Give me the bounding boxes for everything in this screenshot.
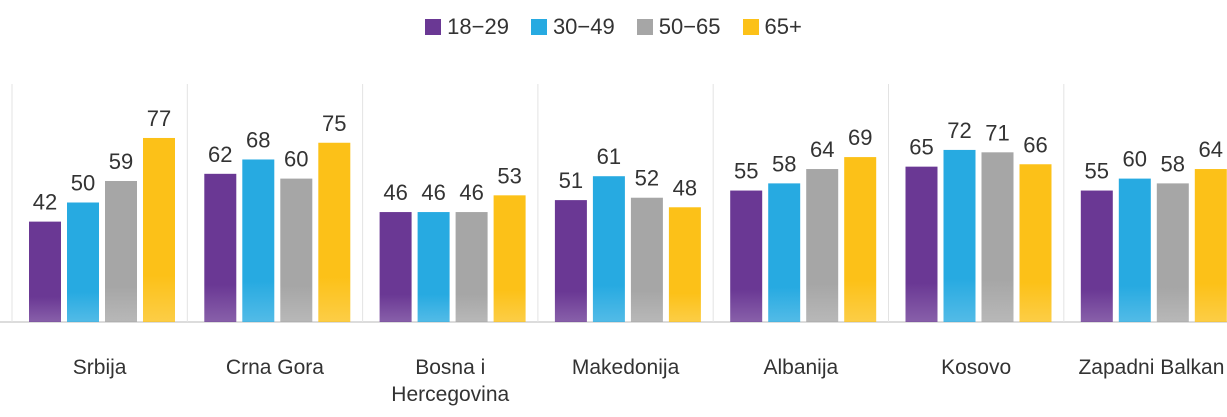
legend-label: 30−49 — [552, 14, 615, 39]
value-label: 61 — [597, 144, 621, 169]
category-label: Zapadni Balkan — [1078, 356, 1225, 379]
bar — [943, 149, 976, 322]
bar — [1118, 178, 1151, 322]
value-label: 51 — [559, 168, 583, 193]
bar — [417, 212, 450, 322]
legend-swatch — [425, 19, 442, 35]
value-label: 65 — [909, 135, 933, 160]
value-label: 58 — [1161, 151, 1185, 176]
value-label: 59 — [109, 149, 133, 174]
category-label: Albanija — [763, 356, 839, 379]
value-label: 64 — [1199, 137, 1223, 162]
legend-label: 18−29 — [447, 14, 509, 39]
value-label: 46 — [459, 180, 483, 205]
bar — [318, 142, 351, 322]
bar — [493, 195, 526, 322]
bar — [768, 183, 801, 322]
value-label: 64 — [810, 137, 834, 162]
legend-item: 30−49 — [530, 14, 615, 40]
category-label: Bosna i Hercegovina — [391, 356, 510, 406]
category-label: Makedonija — [571, 356, 680, 379]
value-label: 68 — [246, 127, 270, 152]
value-label: 52 — [635, 166, 659, 191]
bar — [143, 137, 175, 322]
bar — [905, 166, 938, 322]
bar — [1194, 169, 1227, 322]
bar — [592, 176, 625, 322]
value-label: 69 — [848, 125, 872, 150]
bar — [455, 212, 488, 322]
bar — [204, 173, 237, 322]
bar — [280, 178, 313, 322]
bar — [554, 200, 587, 322]
value-label: 55 — [1085, 159, 1109, 184]
bar — [242, 159, 275, 322]
bar — [1156, 183, 1189, 322]
legend-swatch — [742, 19, 759, 35]
value-label: 50 — [71, 171, 95, 196]
legend-label: 65+ — [764, 14, 802, 39]
bar — [806, 169, 839, 322]
bar — [29, 221, 61, 322]
bar — [1019, 164, 1052, 322]
bar — [1080, 190, 1113, 322]
value-label: 46 — [421, 180, 445, 205]
bar — [730, 190, 763, 322]
category-label: Kosovo — [941, 356, 1012, 379]
bar — [105, 180, 137, 322]
value-label: 77 — [147, 106, 171, 131]
value-label: 66 — [1023, 132, 1047, 157]
legend-swatch — [530, 19, 547, 35]
value-label: 60 — [1123, 147, 1147, 172]
legend: 18−29 30−49 50−65 65+ — [0, 14, 1227, 40]
legend-item: 18−29 — [425, 14, 509, 40]
category-label: Crna Gora — [225, 356, 324, 379]
value-label: 48 — [673, 175, 697, 200]
value-label: 60 — [284, 147, 308, 172]
category-label: Srbija — [72, 356, 127, 379]
value-label: 71 — [985, 120, 1009, 145]
bar — [379, 212, 412, 322]
bar — [630, 197, 663, 322]
bar — [981, 152, 1014, 322]
value-label: 58 — [772, 151, 796, 176]
value-label: 62 — [208, 142, 232, 167]
value-label: 42 — [33, 190, 57, 215]
value-label: 75 — [322, 111, 346, 136]
value-label: 55 — [734, 159, 758, 184]
legend-swatch — [636, 19, 653, 35]
bar — [67, 202, 99, 322]
bar — [668, 207, 701, 322]
value-label: 46 — [383, 180, 407, 205]
value-label: 72 — [947, 118, 971, 143]
legend-label: 50−65 — [658, 14, 721, 39]
bar — [844, 157, 877, 322]
legend-item: 65+ — [742, 14, 802, 40]
legend-item: 50−65 — [636, 14, 721, 40]
value-label: 53 — [497, 163, 521, 188]
